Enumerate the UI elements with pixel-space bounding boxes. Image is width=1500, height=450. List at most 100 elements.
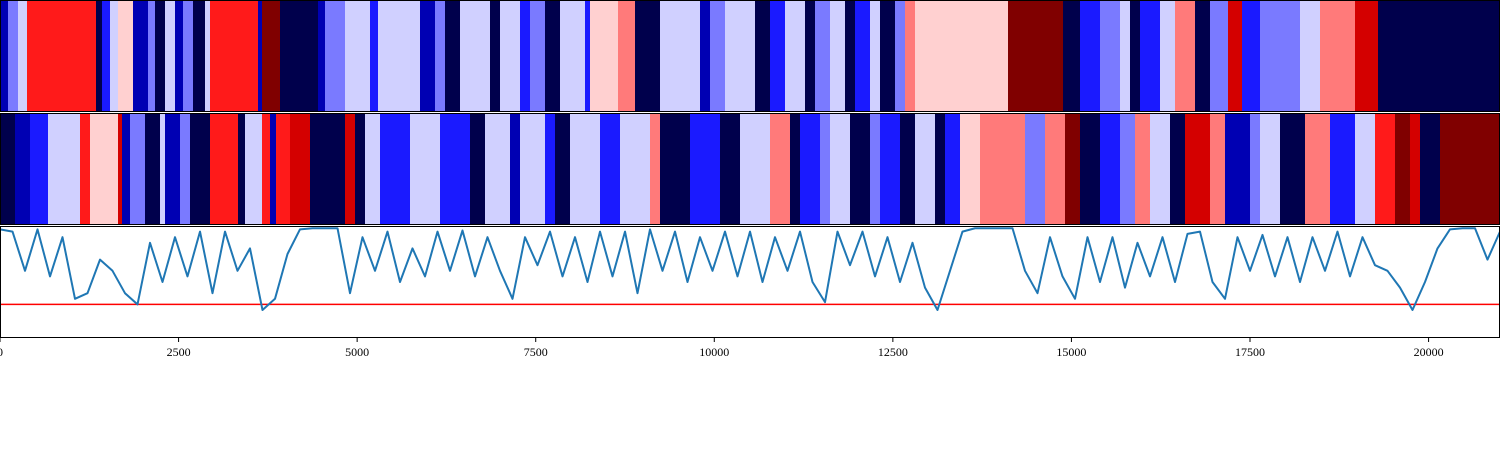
x-tick-label: 0 [0,345,3,359]
strip-segment [855,0,871,112]
strip-segment [1242,0,1261,112]
line-series [0,227,1500,311]
strip-segment [0,0,9,112]
strip-segment [310,113,346,225]
strip-segment [1130,0,1141,112]
strip-segment [118,0,134,112]
strip-segment [500,0,521,112]
strip-segment [1045,113,1066,225]
strip-segment [618,0,636,112]
strip-segment [90,113,119,225]
strip-segment [210,0,259,112]
strip-segment [1440,113,1500,225]
strip-segment [1175,0,1196,112]
strip-segment [210,113,239,225]
strip-segment [1150,113,1171,225]
strip-segment [1250,113,1261,225]
strip-segment [905,0,916,112]
strip-segment [870,0,881,112]
strip-segment [205,0,211,112]
strip-segment [380,113,411,225]
strip-segment [290,113,311,225]
strip-segment [710,0,726,112]
strip-segment [420,0,436,112]
strip-segment [15,113,31,225]
strip-segment [555,113,571,225]
strip-segment [445,0,461,112]
strip-segment [635,0,661,112]
strip-segment [355,113,366,225]
strip-segment [1100,113,1121,225]
strip-segment [1140,0,1161,112]
x-tick-label: 7500 [524,345,548,359]
strip-segment [1210,113,1226,225]
x-tick-label: 12500 [878,345,908,359]
strip-segment [660,0,701,112]
strip-segment [1305,113,1331,225]
strip-segment [485,113,511,225]
strip-segment [845,0,856,112]
strip-segment [740,113,771,225]
strip-segment [110,0,119,112]
strip-segment [48,113,81,225]
strip-segment [785,0,806,112]
strip-segment [570,113,601,225]
strip-segment [1195,0,1211,112]
x-tick-label: 20000 [1414,345,1444,359]
strip-segment [118,113,123,225]
strip-segment [27,0,97,112]
strip-segment [460,0,491,112]
strip-segment [183,0,194,112]
strip-segment [880,0,896,112]
strip-segment [280,0,319,112]
strip-segment [650,113,661,225]
strip-segment [145,113,161,225]
strip-segment [915,113,936,225]
strip-segment [1063,0,1081,112]
strip-segment [545,113,556,225]
strip-segment [175,0,184,112]
strip-segment [805,0,816,112]
strip-segment [980,113,1026,225]
strip-segment [1395,113,1411,225]
strip-segment [130,113,146,225]
strip-segment [1008,0,1064,112]
strip-segment [755,0,771,112]
strip-segment [815,0,831,112]
strip-segment [165,0,176,112]
strip-segment [410,113,441,225]
strip-segment [1378,0,1500,112]
strip-segment [490,0,501,112]
strip-segment [660,113,691,225]
strip-segment [1100,0,1121,112]
strip-segment [1225,113,1251,225]
strip-segment [345,0,371,112]
strip-segment [193,0,206,112]
strip-segment [560,0,586,112]
strip-segment [900,113,916,225]
strip-segment [365,113,381,225]
strip-segment [8,0,19,112]
strip-segment [470,113,486,225]
strip-segment [148,0,156,112]
strip-segment [1280,113,1306,225]
x-tick-label: 5000 [345,345,369,359]
strip-segment [160,113,166,225]
strip-segment [1065,113,1081,225]
strip-segment [80,113,91,225]
strip-segment [245,113,263,225]
strip-segment [18,0,28,112]
strip-segment [1080,0,1101,112]
strip-segment [262,113,271,225]
strip-segment [945,113,961,225]
strip-segment [1260,0,1301,112]
strip-segment [1120,113,1136,225]
strip-segment [520,0,531,112]
strip-segment [440,113,471,225]
strip-segment [770,113,791,225]
strip-segment [133,0,149,112]
strip-segment [820,113,831,225]
strip-segment [1160,0,1176,112]
strip-segment [370,0,379,112]
